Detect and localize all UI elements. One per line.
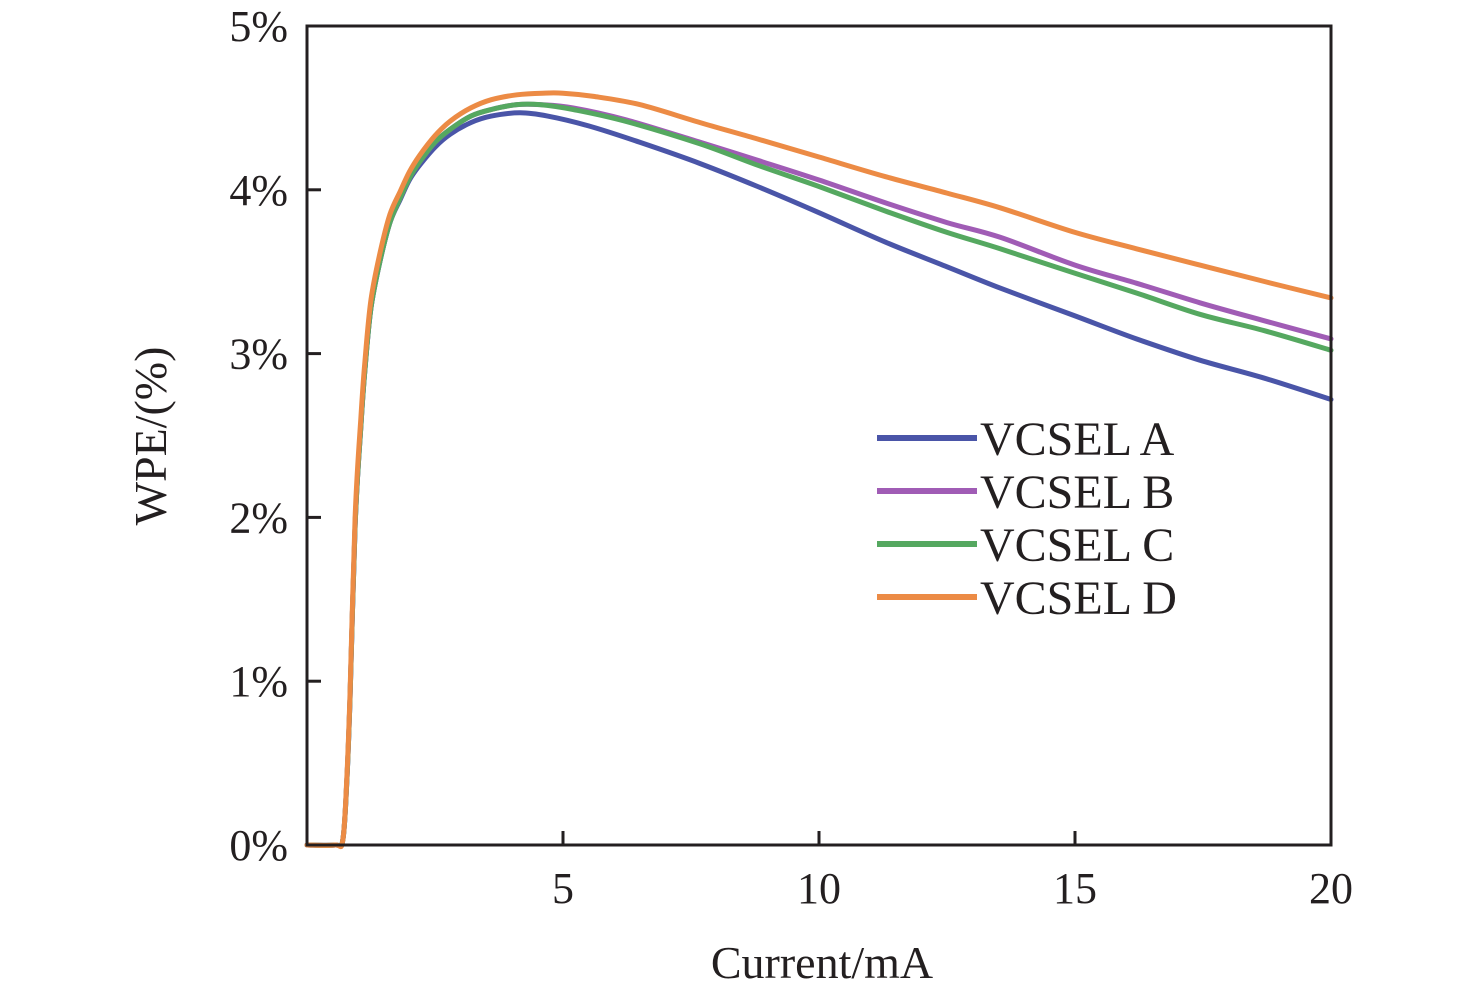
x-tick-label: 10	[797, 864, 841, 913]
legend-item: VCSEL D	[877, 572, 1177, 625]
legend-label: VCSEL B	[980, 466, 1174, 519]
x-axis-title: Current/mA	[711, 937, 933, 988]
legend-item: VCSEL A	[877, 413, 1175, 466]
legend-label: VCSEL A	[980, 413, 1175, 466]
y-tick-label: 0%	[229, 821, 288, 870]
series-line-vcsel-b	[304, 101, 1334, 849]
series-line-vcsel-a	[304, 110, 1334, 849]
y-tick-label: 5%	[229, 2, 288, 51]
x-axis: 5 10 15 20	[552, 831, 1353, 913]
x-tick-label: 20	[1309, 864, 1353, 913]
legend-label: VCSEL D	[980, 572, 1177, 625]
y-axis-title: WPE/(%)	[125, 347, 176, 526]
x-tick-label: 15	[1053, 864, 1097, 913]
legend-item: VCSEL C	[877, 519, 1174, 572]
plot-frame	[305, 24, 1333, 847]
legend-label: VCSEL C	[980, 519, 1174, 572]
y-tick-label: 3%	[229, 330, 288, 379]
legend-item: VCSEL B	[877, 466, 1174, 519]
y-tick-label: 1%	[229, 657, 288, 706]
y-axis: 0% 1% 2% 3% 4% 5%	[229, 2, 321, 870]
series-layer	[304, 90, 1334, 850]
series-line-vcsel-d	[304, 90, 1334, 850]
y-tick-label: 4%	[229, 166, 288, 215]
y-tick-label: 2%	[229, 493, 288, 542]
x-tick-label: 5	[552, 864, 574, 913]
